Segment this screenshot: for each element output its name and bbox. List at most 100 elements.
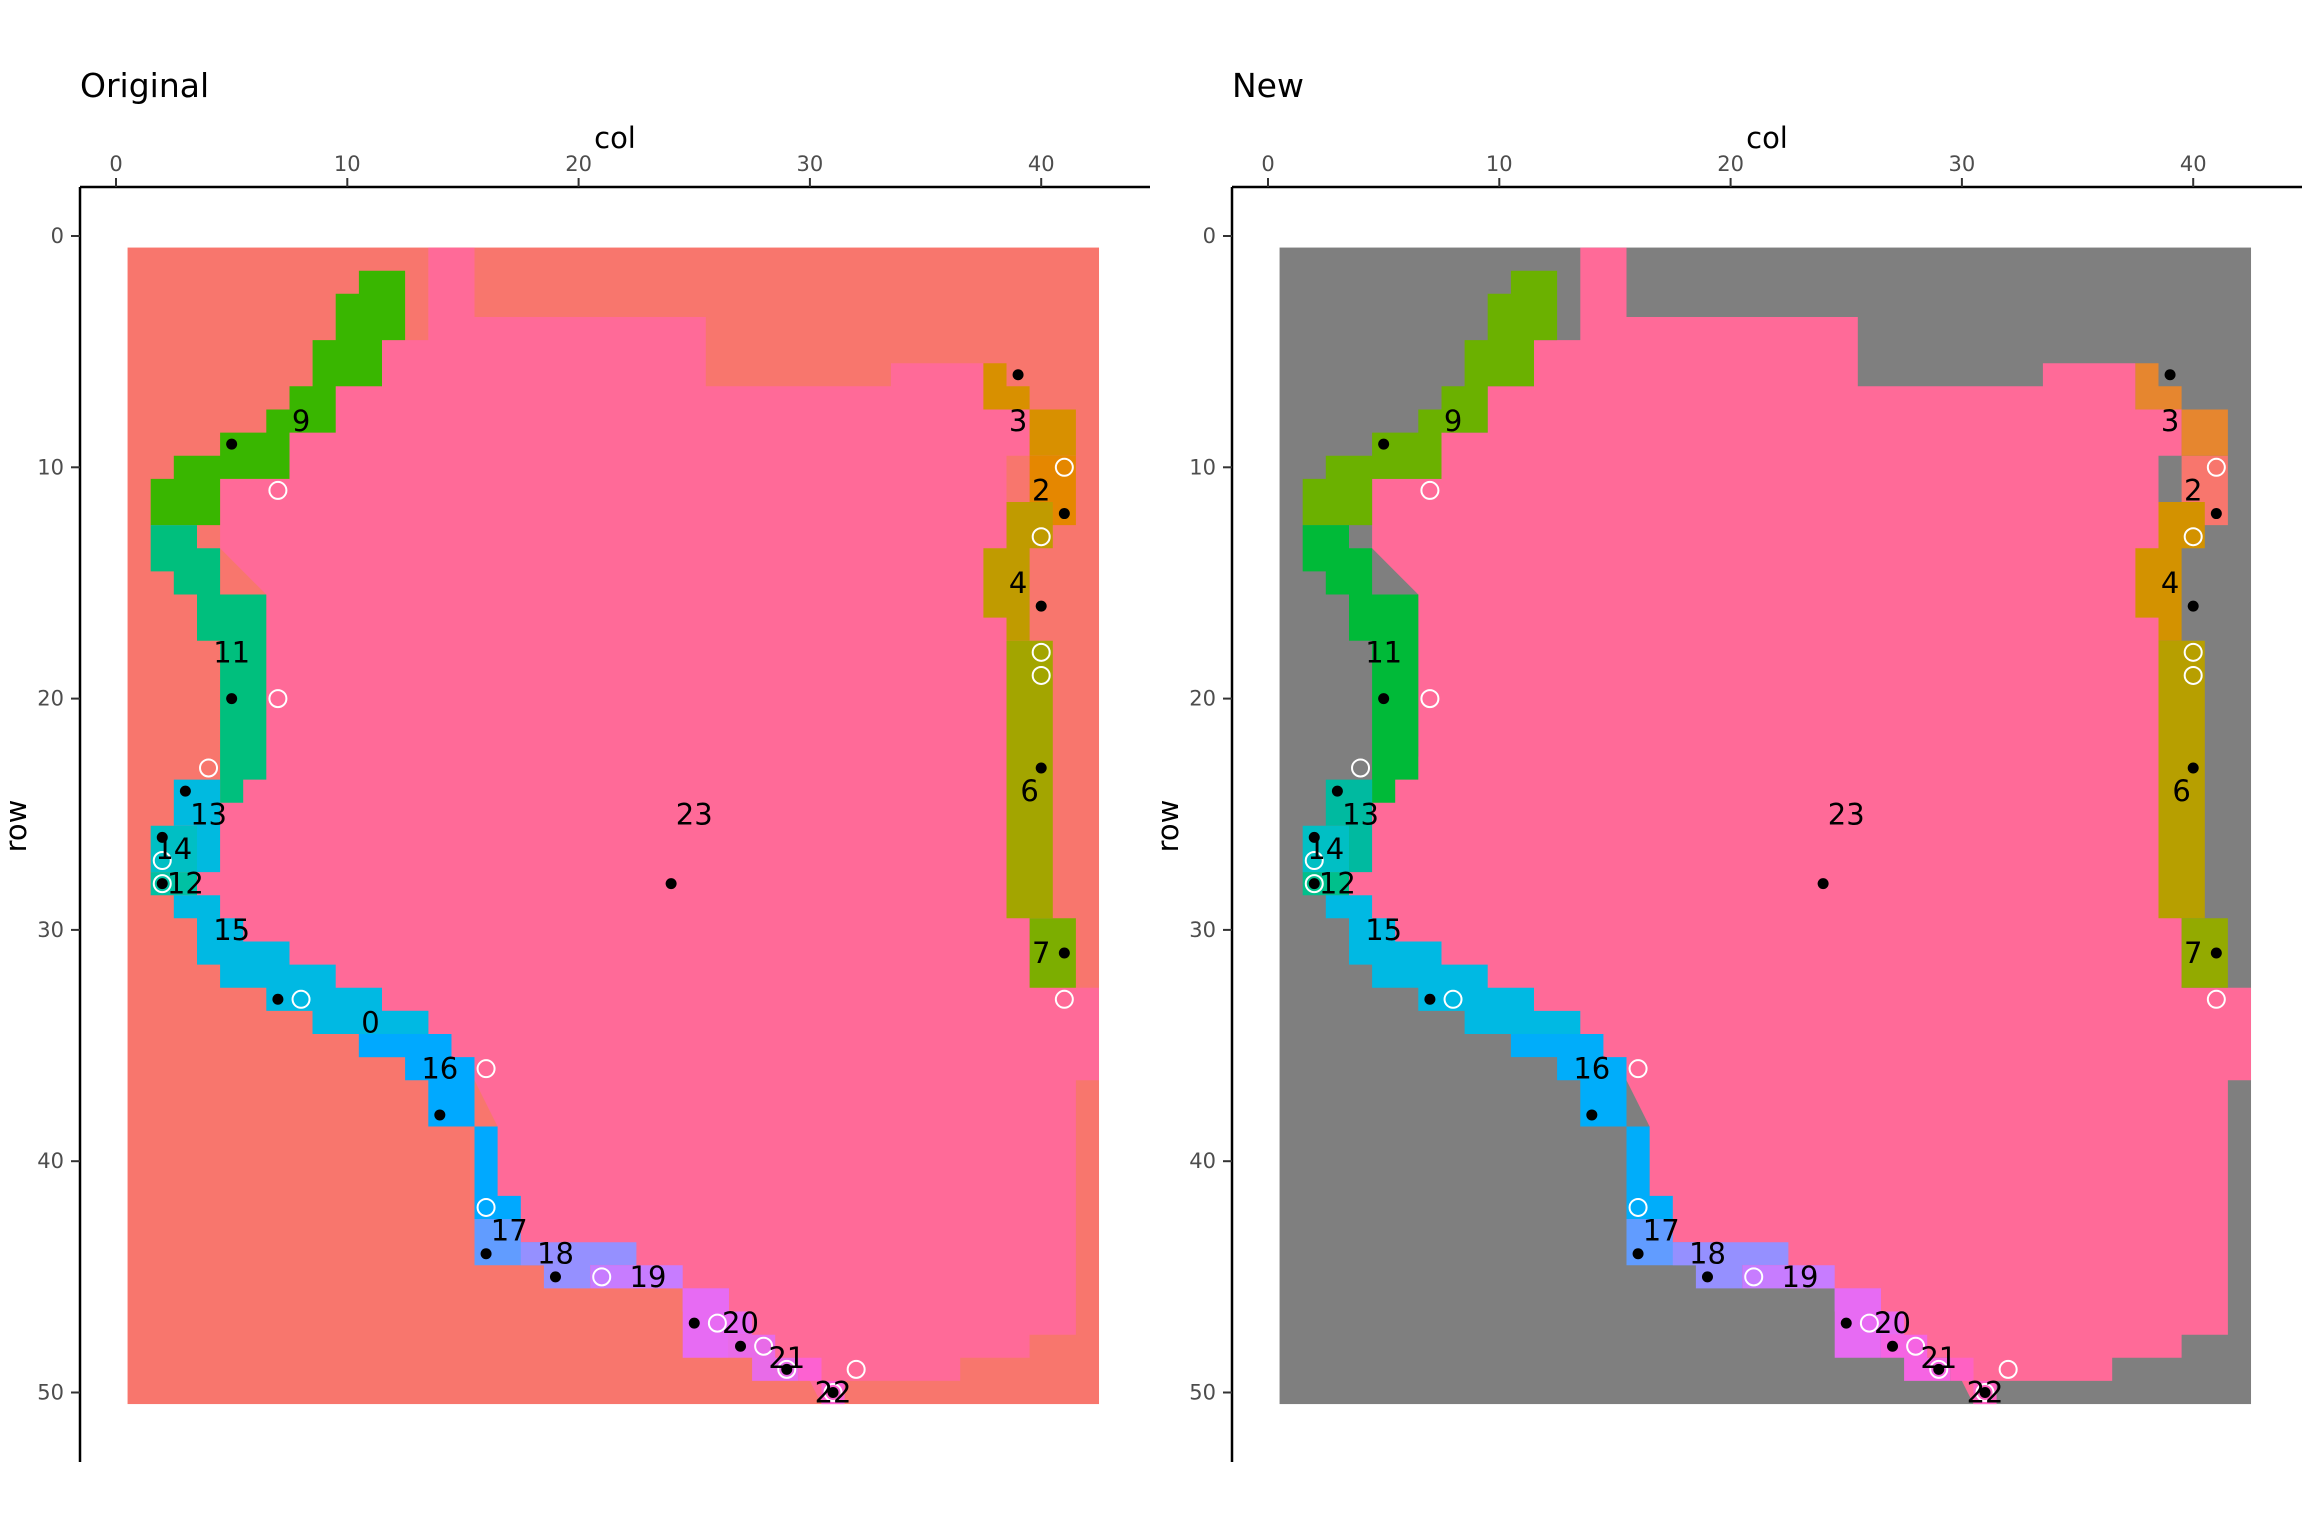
open-point xyxy=(152,874,172,894)
region-label-9: 9 xyxy=(292,404,310,438)
x-tick-label: 10 xyxy=(1486,152,1513,176)
open-point xyxy=(754,1336,774,1356)
x-tick-label: 30 xyxy=(1949,152,1976,176)
region-16 xyxy=(358,1034,521,1266)
y-tick-label: 50 xyxy=(1189,1381,1216,1405)
open-point xyxy=(199,758,219,778)
open-point xyxy=(846,1359,866,1379)
centroid-point xyxy=(827,1387,839,1398)
region-21 xyxy=(728,1334,799,1381)
y-tick-label: 20 xyxy=(37,687,64,711)
centroid-point xyxy=(226,693,238,705)
region-18 xyxy=(520,1242,637,1289)
region-3 xyxy=(2135,363,2228,456)
region-label-11: 11 xyxy=(1365,635,1402,669)
region-label-12: 12 xyxy=(1319,867,1356,901)
region-4 xyxy=(983,502,1053,641)
x-tick-label: 40 xyxy=(2180,152,2207,176)
centroid-point xyxy=(688,1317,700,1329)
open-point xyxy=(268,480,288,500)
region-9 xyxy=(150,270,406,526)
region-23 xyxy=(197,247,1099,1405)
region-label-15: 15 xyxy=(1365,913,1402,947)
region-7 xyxy=(2181,918,2228,988)
y-tick-label: 10 xyxy=(1189,455,1216,479)
region-label-22: 22 xyxy=(815,1376,852,1410)
open-point xyxy=(1304,874,1324,894)
region-label-0: 0 xyxy=(361,1005,379,1039)
centroid-point xyxy=(665,878,677,890)
open-point xyxy=(152,851,172,871)
region-15 xyxy=(1325,895,1581,1034)
open-point xyxy=(1031,642,1051,662)
x-tick-label: 10 xyxy=(334,152,361,176)
open-point xyxy=(1304,851,1324,871)
open-point xyxy=(1031,665,1051,685)
region-label-16: 16 xyxy=(421,1052,458,1086)
region-label-13: 13 xyxy=(1342,797,1379,831)
panel-original: Original col row 02346791112131415161718… xyxy=(0,66,1150,1462)
open-point xyxy=(1628,1197,1648,1217)
region-23 xyxy=(1349,247,2251,1405)
region-13 xyxy=(1325,779,1373,873)
x-tick-label: 40 xyxy=(1028,152,1055,176)
centroid-point xyxy=(1308,878,1320,890)
centroid-point xyxy=(2187,762,2199,774)
panel-title: Original xyxy=(80,66,209,105)
centroid-point xyxy=(179,785,191,797)
open-point xyxy=(2183,665,2203,685)
x-tick-label: 20 xyxy=(1717,152,1744,176)
y-tick-label: 50 xyxy=(37,1381,64,1405)
open-point xyxy=(1975,1383,1995,1402)
open-point xyxy=(476,1059,496,1079)
centroid-point xyxy=(1424,993,1436,1005)
centroid-point xyxy=(735,1340,747,1352)
centroid-point xyxy=(1887,1340,1899,1352)
open-point xyxy=(1443,989,1463,1009)
region-label-2: 2 xyxy=(1032,473,1050,507)
open-point xyxy=(1744,1267,1764,1287)
open-point xyxy=(2183,642,2203,662)
open-point xyxy=(777,1359,797,1379)
x-axis-title: col xyxy=(1746,121,1788,155)
y-tick-label: 20 xyxy=(1189,687,1216,711)
region-11 xyxy=(1302,525,1419,803)
panel-new: New col row 2346791112131415161718192021… xyxy=(1151,66,2302,1462)
centroid-point xyxy=(226,438,238,450)
centroid-point xyxy=(1979,1387,1991,1398)
centroid-point xyxy=(1012,369,1024,381)
region-label-14: 14 xyxy=(155,832,192,866)
region-label-17: 17 xyxy=(491,1214,528,1248)
centroid-point xyxy=(1308,831,1320,843)
open-point xyxy=(1998,1359,2018,1379)
y-axis-title: row xyxy=(1151,800,1185,853)
open-point xyxy=(476,1197,496,1217)
open-point xyxy=(1859,1313,1879,1333)
region-label-20: 20 xyxy=(722,1306,759,1340)
region-label-19: 19 xyxy=(630,1260,667,1294)
region-label-15: 15 xyxy=(213,913,250,947)
centroid-point xyxy=(434,1109,446,1121)
centroid-point xyxy=(1817,878,1829,890)
centroid-point xyxy=(156,831,168,843)
y-tick-label: 10 xyxy=(37,455,64,479)
region-label-12: 12 xyxy=(167,867,204,901)
open-point xyxy=(1628,1059,1648,1079)
region-label-13: 13 xyxy=(190,797,227,831)
open-point xyxy=(268,689,288,709)
centroid-point xyxy=(1058,947,1070,959)
centroid-point xyxy=(1378,693,1390,705)
region-label-20: 20 xyxy=(1874,1306,1911,1340)
region-label-22: 22 xyxy=(1967,1376,2004,1410)
centroid-point xyxy=(1035,600,1047,612)
region-label-4: 4 xyxy=(1009,566,1027,600)
open-point xyxy=(592,1267,612,1287)
region-label-3: 3 xyxy=(2161,404,2179,438)
open-point xyxy=(1054,989,1074,1009)
open-point xyxy=(1420,689,1440,709)
centroid-point xyxy=(1378,438,1390,450)
centroid-point xyxy=(272,993,284,1005)
open-point xyxy=(2183,527,2203,547)
